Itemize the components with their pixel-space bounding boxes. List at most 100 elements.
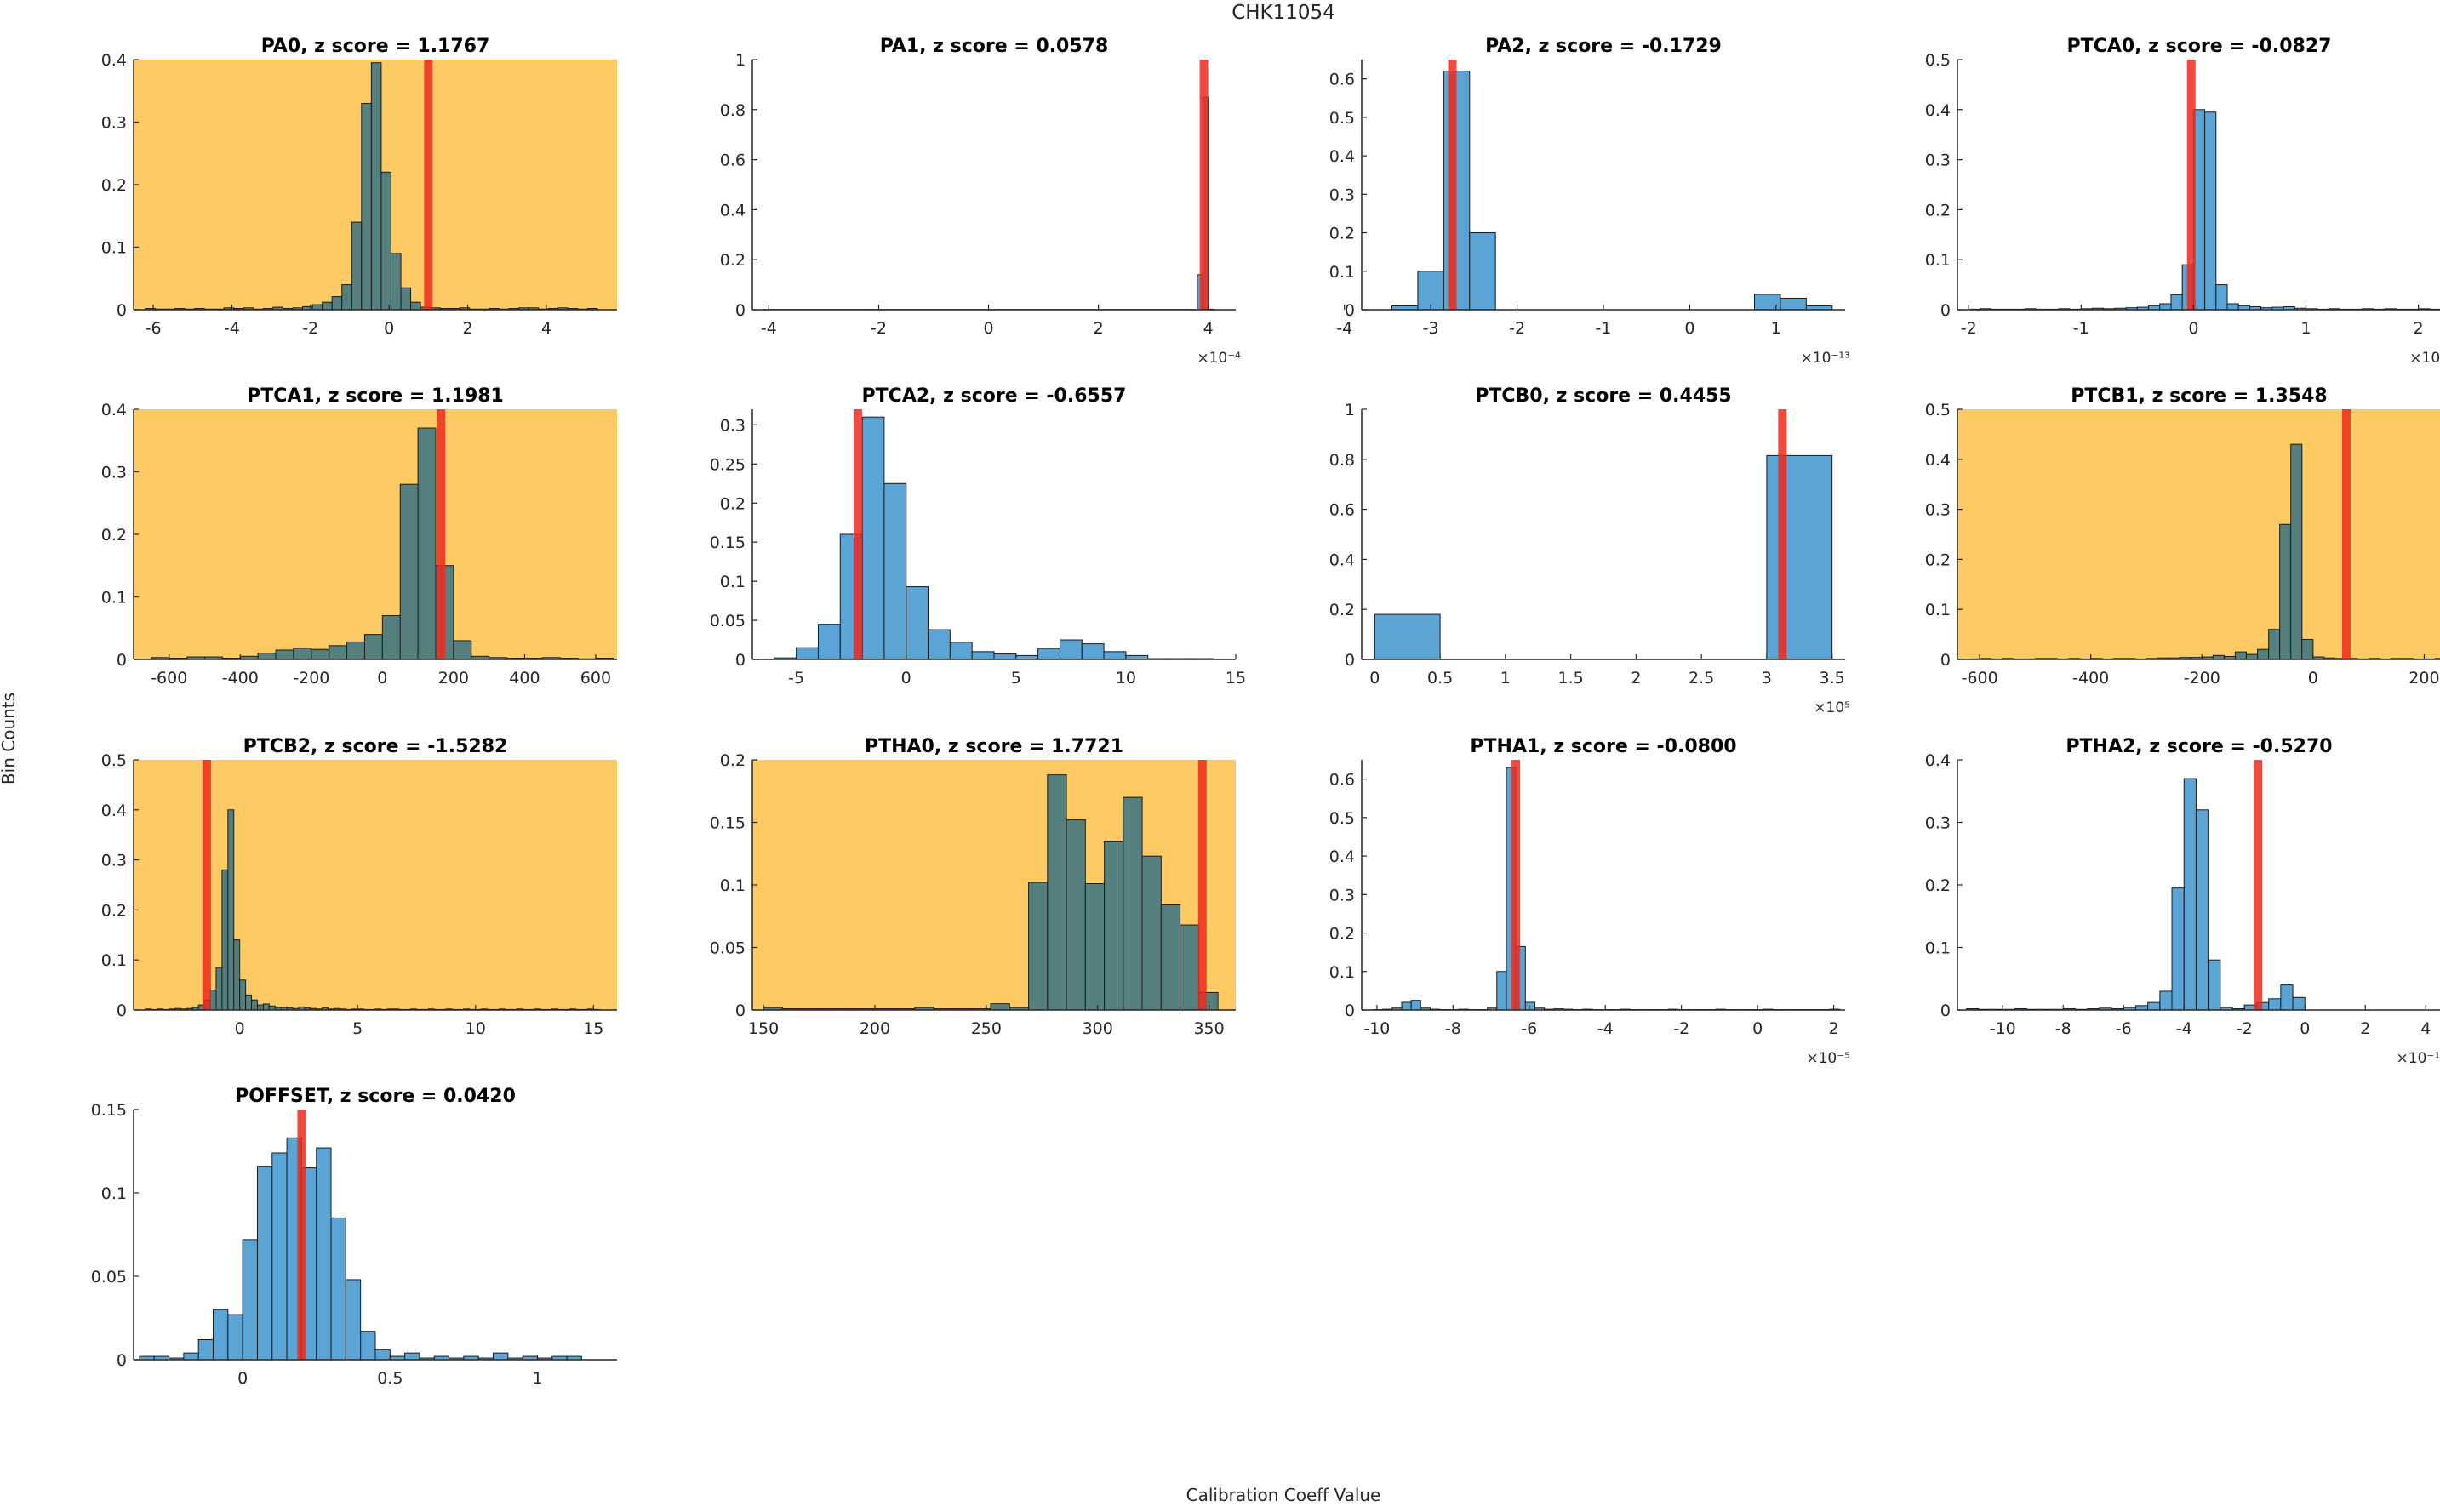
value-marker: [2186, 60, 2196, 310]
y-tick-label: 0.8: [720, 101, 746, 120]
histogram-bar: [316, 1147, 332, 1361]
subplot-ptha2: -10 -8 -6 -4 -2 0 2 4 0 0.1 0.2 0.3 0.4 PTHA2, z scor…: [1925, 736, 2440, 1067]
x-tick-label: -4: [1336, 319, 1352, 338]
y-tick-label: 0.4: [720, 201, 746, 220]
y-tick-label: 1: [735, 51, 746, 70]
histogram-bar: [1374, 613, 1441, 660]
y-tick-label: 0.1: [101, 951, 127, 970]
x-tick-label: 0: [235, 1019, 245, 1038]
y-tick-label: 1: [1345, 401, 1355, 419]
y-tick-label: 0.5: [1925, 401, 1951, 419]
histogram-bar: [493, 1352, 509, 1361]
histogram-bar: [399, 483, 419, 660]
axis-multiplier: ×10⁻⁵: [1806, 1050, 1850, 1067]
x-tick-label: 0: [2300, 1019, 2310, 1038]
x-tick-label: 2: [2360, 1019, 2370, 1038]
x-tick-label: -2: [2237, 1019, 2253, 1038]
histogram-bar: [2234, 651, 2247, 660]
x-tick-label: -4: [2176, 1019, 2192, 1038]
histogram-bar: [2147, 1001, 2161, 1011]
value-marker: [1778, 409, 1787, 659]
histogram-bar: [322, 301, 333, 311]
histogram-bar: [390, 253, 402, 311]
value-marker: [853, 409, 862, 659]
y-tick-label: 0.6: [1329, 71, 1355, 89]
histogram-bar: [1524, 1001, 1535, 1011]
x-tick-label: -2: [1509, 319, 1525, 338]
axis-multiplier: ×10⁵: [1814, 699, 1850, 716]
y-tick-label: 0: [735, 301, 746, 320]
y-tick-label: 0.5: [1329, 109, 1355, 128]
y-tick-label: 0.3: [101, 114, 127, 133]
y-tick-label: 0.3: [1925, 814, 1951, 833]
y-tick-label: 0.1: [1925, 251, 1951, 270]
x-tick-label: -10: [1363, 1019, 1390, 1038]
y-tick-label: 0.2: [1925, 201, 1951, 220]
x-tick-label: -1: [1596, 319, 1612, 338]
y-tick-label: 0.3: [1925, 501, 1951, 520]
histogram-bar: [1028, 882, 1049, 1011]
histogram-bar: [2159, 990, 2173, 1011]
x-tick-label: 1: [532, 1369, 542, 1388]
subplot-pa1: -4 -2 0 2 4 0 0.2 0.4 0.6 0.8 1 PA1, z score = 0.05…: [720, 36, 1241, 367]
histogram-bar: [2204, 111, 2217, 311]
x-tick-label: -4: [1597, 1019, 1614, 1038]
histogram-bar: [227, 1314, 243, 1361]
y-tick-label: 0.2: [720, 751, 746, 770]
y-tick-label: 0.1: [1925, 601, 1951, 619]
histogram-bar: [2257, 648, 2270, 660]
histogram-bar: [293, 648, 312, 660]
y-tick-label: 0: [1940, 301, 1951, 320]
y-tick-label: 0.4: [1925, 451, 1951, 470]
histogram-bar: [2170, 294, 2183, 311]
histogram-bar: [1766, 454, 1833, 660]
subplot-ptcb2: 0 5 10 15 0 0.1 0.2 0.3 0.4 0.5 PTCB2, z score = -…: [101, 736, 617, 1038]
x-tick-label: 400: [509, 669, 540, 688]
subplot-title: PA0, z score = 1.1767: [261, 36, 490, 57]
histogram-bar: [2268, 998, 2282, 1011]
histogram-bar: [2301, 638, 2314, 660]
subplot-ptha0: 150 200 250 300 350 0 0.05 0.1 0.15 0.2 PTHA0, z s…: [710, 736, 1236, 1038]
x-tick-label: 2: [2414, 319, 2424, 338]
x-axis-label: Calibration Coeff Value: [1186, 1485, 1381, 1505]
axis-multiplier: ×10⁻¹³: [1801, 350, 1850, 367]
x-tick-label: 350: [1193, 1019, 1224, 1038]
y-tick-label: 0: [735, 651, 746, 670]
y-tick-label: 0.1: [720, 876, 746, 895]
x-tick-label: 2: [1631, 669, 1641, 688]
x-tick-label: 1: [1771, 319, 1781, 338]
subplot-grid: -6 -4 -2 0 2 4 0 0.1 0.2 0.3 0.4 PA0, z score = 1.1…: [91, 36, 2440, 1388]
histogram-bar: [817, 624, 841, 660]
histogram-bar: [351, 221, 363, 311]
x-tick-label: 2: [462, 319, 472, 338]
x-tick-label: 200: [438, 669, 469, 688]
x-tick-label: -5: [788, 669, 804, 688]
histogram-bar: [2226, 303, 2239, 311]
histogram-bar: [311, 648, 330, 660]
y-tick-label: 0.1: [1329, 963, 1355, 982]
x-tick-label: -6: [146, 319, 162, 338]
y-tick-label: 0.2: [101, 176, 127, 195]
x-tick-label: 200: [860, 1019, 890, 1038]
histogram-bar: [256, 1004, 264, 1011]
subplot-title: PTCB0, z score = 0.4455: [1475, 385, 1732, 407]
x-tick-label: -2: [1673, 1019, 1689, 1038]
histogram-bar: [928, 629, 951, 660]
y-tick-label: 0.1: [101, 589, 127, 608]
histogram-bar: [262, 1003, 270, 1011]
histogram-bar: [2134, 1005, 2149, 1011]
x-tick-label: -6: [2116, 1019, 2132, 1038]
value-marker: [1197, 760, 1207, 1010]
y-tick-label: 0.2: [101, 526, 127, 545]
histogram-bar: [861, 416, 885, 660]
subplot-title: PA1, z score = 0.0578: [880, 36, 1109, 57]
histogram-bar: [1780, 297, 1807, 311]
histogram-bar: [2159, 303, 2172, 311]
histogram-bar: [1104, 841, 1124, 1011]
y-tick-label: 0: [1940, 1001, 1951, 1020]
histogram-bar: [1037, 648, 1060, 660]
y-tick-label: 0.15: [710, 814, 746, 833]
value-marker: [1448, 60, 1457, 310]
figure-title: CHK11054: [1231, 2, 1335, 24]
value-marker: [424, 60, 433, 310]
